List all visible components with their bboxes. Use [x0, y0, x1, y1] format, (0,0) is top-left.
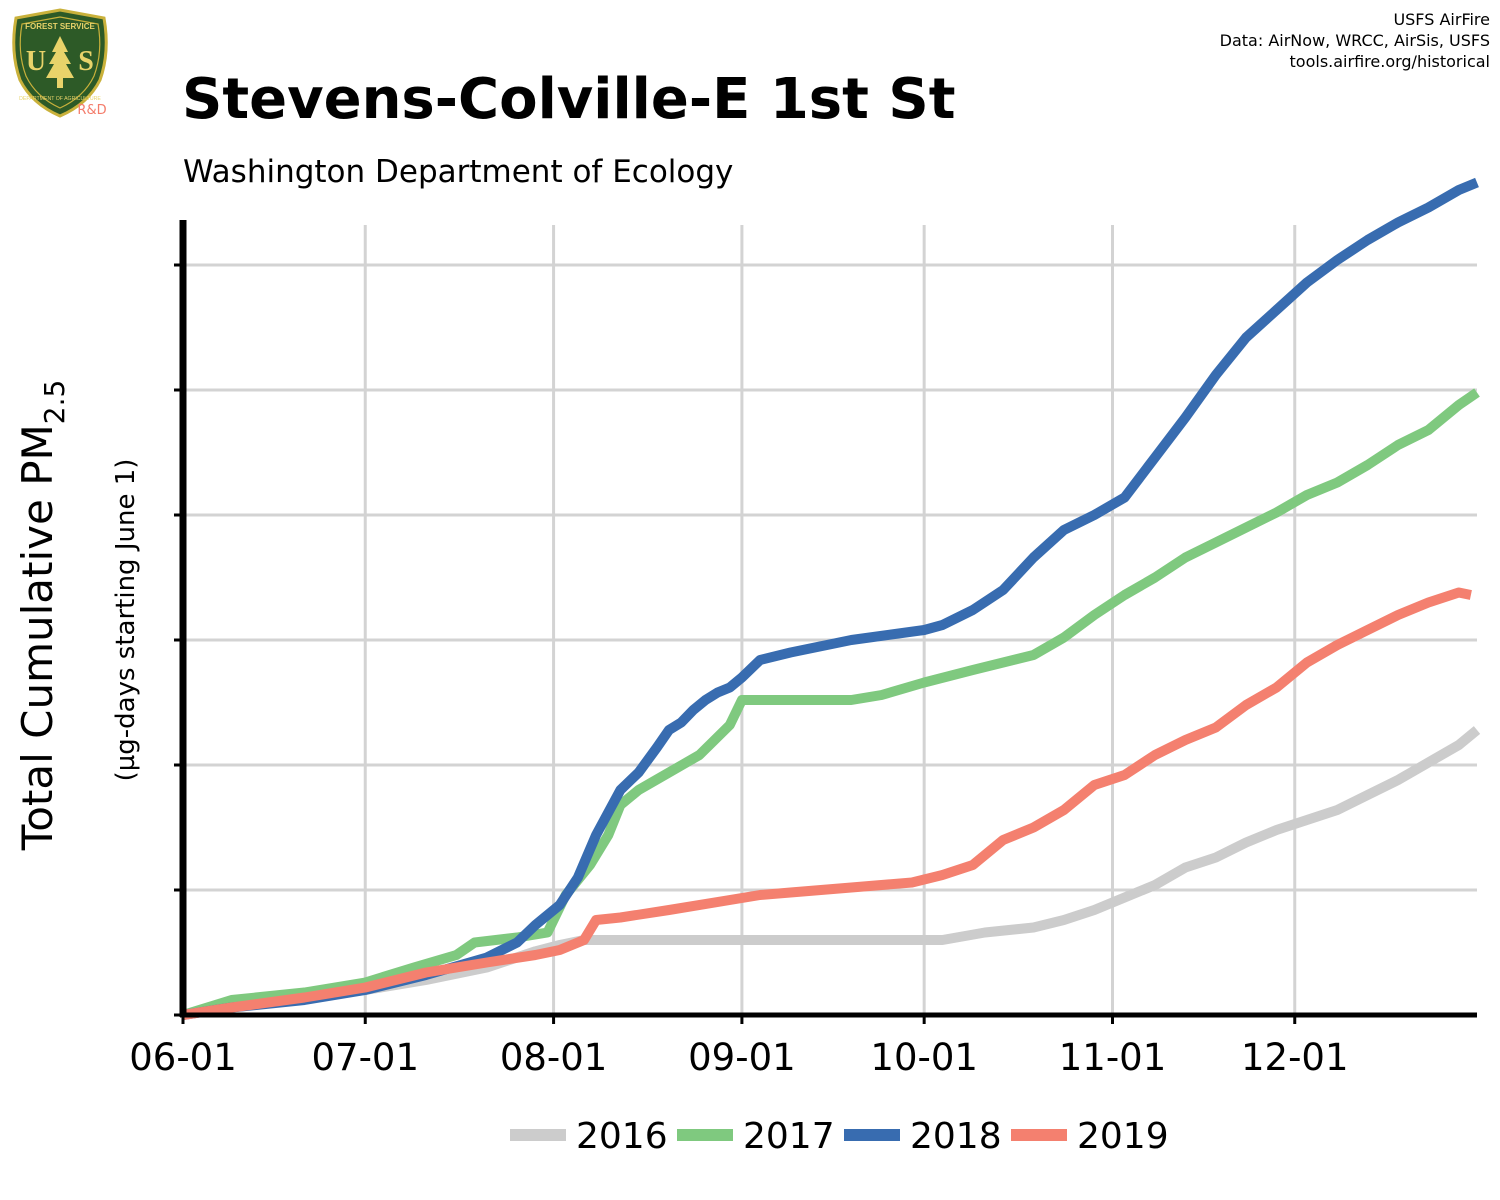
legend-label-2019: 2019: [1077, 1116, 1169, 1157]
legend-label-2016: 2016: [576, 1116, 668, 1157]
series-line-2019: [182, 587, 1472, 1020]
legend: 2016 2017 2018 2019: [510, 1116, 1169, 1157]
credit-data-sources: Data: AirNow, WRCC, AirSis, USFS: [1219, 31, 1490, 50]
chart-title: Stevens-Colville-E 1st St: [182, 67, 956, 132]
chart-subtitle: Washington Department of Ecology: [183, 154, 734, 190]
y-axis-secondary-label: (µg-days starting June 1): [111, 459, 141, 782]
y-axis-label: Total Cumulative PM2.5: [13, 380, 71, 852]
x-tick-label: 11-01: [1059, 1036, 1167, 1079]
y-axis-labels: Total Cumulative PM2.5 (µg-days starting…: [13, 380, 141, 852]
series-line-2017: [181, 388, 1480, 1020]
logo-letter-s: S: [78, 46, 94, 77]
credit-url: tools.airfire.org/historical: [1289, 52, 1490, 71]
x-tick-label: 08-01: [500, 1036, 608, 1079]
logo-letter-u: U: [26, 46, 46, 77]
axes: 06-01 07-01 08-01 09-01 10-01 11-01 12-01: [129, 220, 1477, 1079]
grid-lines: [183, 225, 1477, 1015]
x-tick-label: 07-01: [311, 1036, 419, 1079]
logo-department-text: DEPARTMENT OF AGRICULTURE: [19, 96, 101, 102]
credit-airfire: USFS AirFire: [1393, 10, 1490, 29]
legend-label-2018: 2018: [910, 1116, 1002, 1157]
x-tick-label: 10-01: [870, 1036, 978, 1079]
logo-forest-service-text: FOREST SERVICE: [25, 22, 95, 31]
x-tick-label: 06-01: [129, 1036, 237, 1079]
logo-rd-badge: R&D: [77, 103, 106, 118]
y-axis-label-text: Total Cumulative PM: [13, 424, 62, 851]
series-line-2018: [182, 177, 1479, 1020]
x-tick-label: 12-01: [1241, 1036, 1349, 1079]
series-line-2016: [181, 726, 1481, 1020]
logo-tree-icon: [46, 36, 74, 88]
series-lines: [181, 177, 1481, 1020]
us-forest-service-shield-icon: FOREST SERVICE U S DEPARTMENT OF AGRICUL…: [12, 8, 108, 118]
x-tick-label: 09-01: [688, 1036, 796, 1079]
legend-label-2017: 2017: [743, 1116, 835, 1157]
y-axis-label-subscript: 2.5: [38, 380, 71, 425]
